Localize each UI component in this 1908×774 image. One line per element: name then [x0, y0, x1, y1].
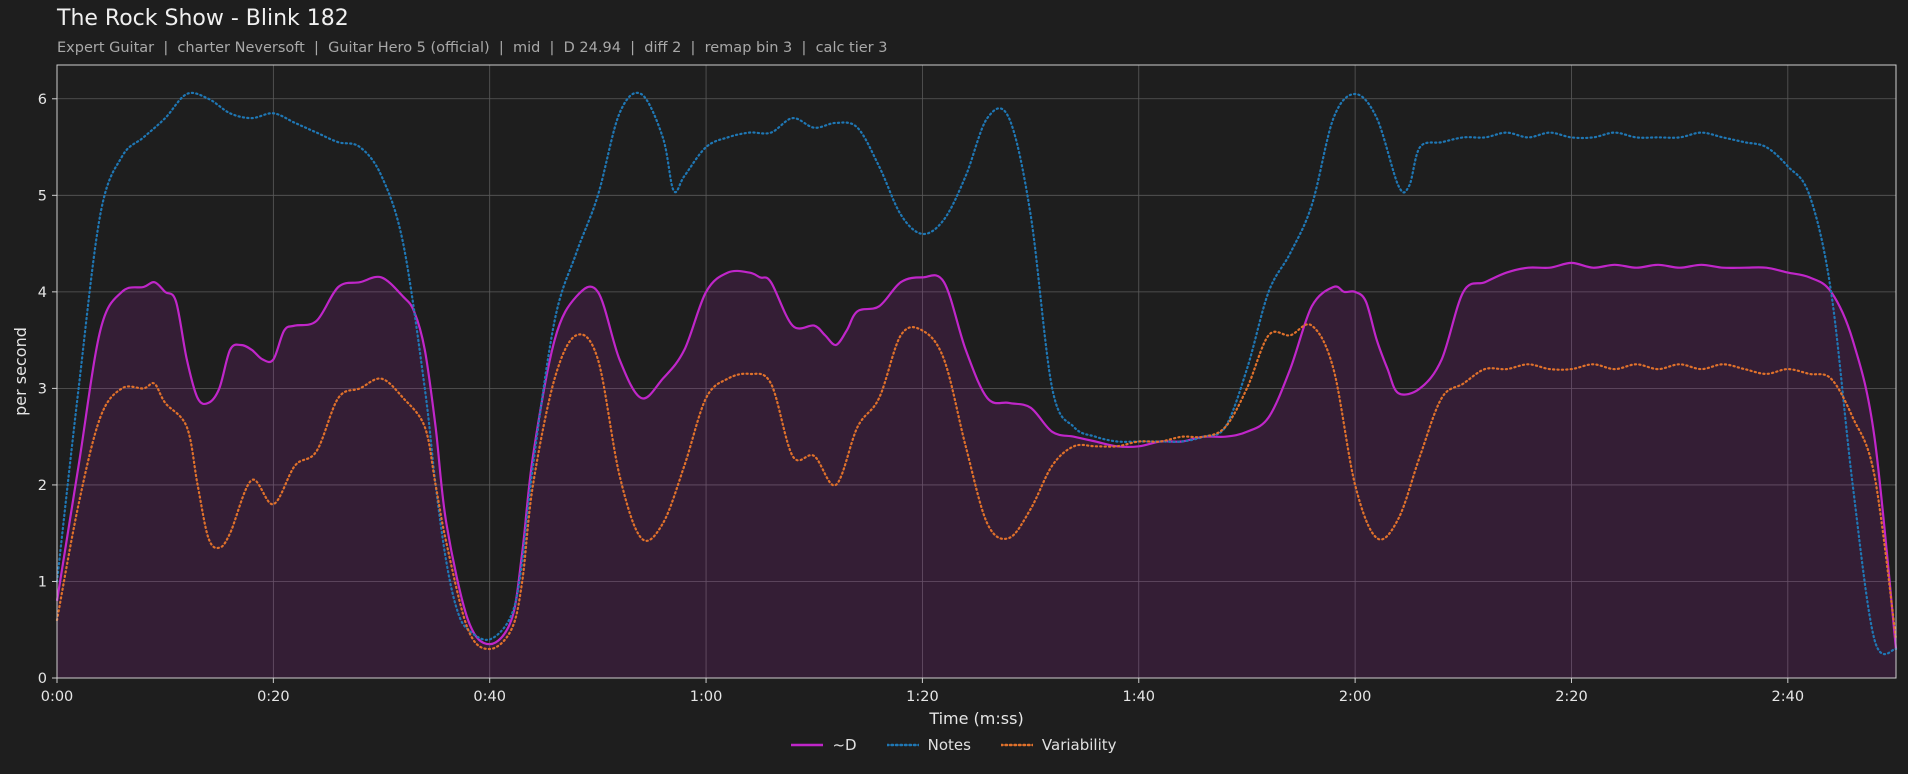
y-tick-label: 3 [38, 381, 47, 397]
x-tick-label: 1:20 [906, 689, 939, 705]
series-line-notes [55, 91, 1898, 656]
y-tick-label: 6 [38, 92, 47, 108]
legend: ~D Notes Variability [0, 736, 1908, 754]
y-axis-label: per second [11, 327, 30, 416]
legend-swatch-d [791, 743, 824, 747]
x-tick-label: 1:00 [690, 689, 723, 705]
legend-label-notes: Notes [927, 736, 971, 754]
legend-swatch-notes [886, 743, 919, 747]
series-line-d [55, 261, 1898, 650]
chart-subtitle: Expert Guitar | charter Neversoft | Guit… [57, 40, 888, 56]
y-tick-label: 5 [38, 188, 47, 204]
series-area-d [57, 262, 1896, 678]
x-tick-label: 2:20 [1555, 689, 1588, 705]
x-tick-label: 2:00 [1339, 689, 1372, 705]
legend-item-variability: Variability [1000, 736, 1117, 754]
legend-label-variability: Variability [1041, 736, 1117, 754]
y-tick-label: 0 [38, 671, 47, 687]
x-tick-label: 0:20 [257, 689, 290, 705]
plot-frame [56, 64, 1897, 679]
x-tick-label: 1:40 [1122, 689, 1155, 705]
legend-item-d: ~D [791, 736, 857, 754]
series-line-variability [55, 323, 1898, 651]
y-tick-label: 4 [38, 285, 47, 301]
legend-label-d: ~D [832, 736, 857, 754]
y-tick-label: 1 [38, 574, 47, 590]
x-tick-label: 0:40 [473, 689, 506, 705]
x-tick-label: 2:40 [1772, 689, 1805, 705]
y-tick-label: 2 [38, 478, 47, 494]
legend-swatch-variability [1000, 743, 1033, 747]
chart-title: The Rock Show - Blink 182 [57, 6, 349, 31]
chart: 0:00 0:20 0:40 1:00 1:20 1:40 2:00 2:20 2:40 0 1 2 3… [11, 64, 1898, 728]
legend-item-notes: Notes [886, 736, 971, 754]
x-tick-label: 0:00 [41, 689, 74, 705]
x-axis-label: Time (m:ss) [928, 709, 1023, 728]
